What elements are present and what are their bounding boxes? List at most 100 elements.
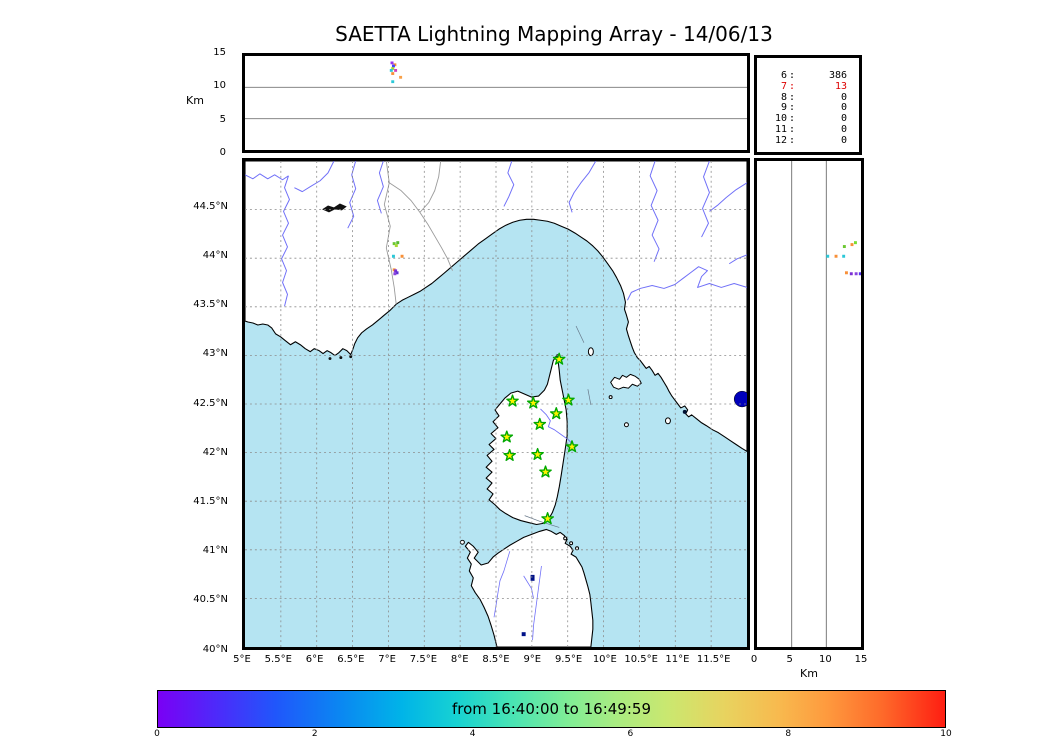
- latitude-tick-label: 40°N: [202, 643, 228, 655]
- station-star: [562, 393, 575, 406]
- altitude-tick-label: 15: [213, 47, 226, 58]
- count-row: 11: 0: [767, 123, 859, 136]
- longitude-tick-label: 7.5°E: [409, 654, 438, 665]
- lightning-point: [389, 69, 393, 72]
- longitude-tick-label: 5°E: [233, 654, 251, 665]
- sardinia-coast: [464, 528, 594, 647]
- map-stations: [500, 352, 579, 525]
- altitude-latitude-plot: [791, 161, 861, 647]
- lightning-point: [394, 244, 398, 248]
- lake-bolsena: [733, 390, 747, 408]
- count-value: 0: [840, 113, 847, 125]
- count-colon: :: [788, 123, 796, 135]
- count-colon: :: [788, 70, 796, 81]
- lightning-point: [391, 72, 395, 75]
- map-panel: [242, 158, 750, 650]
- count-colon: :: [788, 102, 796, 114]
- station-star: [533, 417, 547, 430]
- station-star: [539, 465, 552, 478]
- longitude-tick-label: 5.5°E: [264, 654, 292, 665]
- elba-island: [610, 373, 642, 390]
- longitude-tick-label: 8°E: [450, 654, 469, 665]
- colorbar-ticks: 0 2 4 6 8 10: [154, 729, 952, 741]
- lightning-point: [399, 75, 403, 79]
- source-counts-rows: 6: 386 7: 13 8: 0 9: 0 10: 0 11: 0 12: 0: [757, 58, 859, 147]
- lightning-point: [393, 272, 397, 276]
- longitude-axis-ticks: 5°E 5.5°E 6°E 6.5°E 7°E 7.5°E 8°E 8.5°E 9°E 9.5°E…: [233, 654, 750, 668]
- km-tick-label: 0: [750, 654, 758, 665]
- lake-serre-poncon: [322, 203, 347, 213]
- latitude-tick-label: 44.5°N: [193, 200, 228, 212]
- lake-orbetello: [682, 409, 687, 414]
- count-colon: :: [788, 91, 796, 103]
- station-star: [552, 352, 566, 365]
- pianosa-island: [608, 395, 613, 400]
- lightning-point: [842, 254, 846, 258]
- count-label: 7: [780, 80, 787, 92]
- lightning-point: [826, 254, 830, 258]
- count-label: 9: [780, 102, 787, 114]
- km-tick-label: 10: [818, 654, 832, 665]
- count-row: 9: 0: [767, 103, 859, 114]
- lightning-point: [834, 254, 838, 258]
- lightning-point: [391, 80, 395, 84]
- longitude-tick-label: 6.5°E: [337, 654, 365, 665]
- km-tick-label: 5: [786, 654, 793, 665]
- lake-coghinas: [530, 574, 535, 581]
- mainland-coast: [245, 161, 747, 452]
- corsica-coast: [485, 354, 568, 526]
- landmasses: [245, 161, 747, 647]
- asinara-island: [459, 539, 465, 545]
- lightning-point: [400, 254, 404, 258]
- lightning-point: [858, 272, 861, 276]
- latitude-tick-label: 44°N: [202, 249, 228, 261]
- station-star: [565, 440, 579, 453]
- station-star: [531, 447, 544, 461]
- count-row: 8: 0: [767, 91, 859, 104]
- station-star: [541, 512, 555, 525]
- altitude-tick-label: 5: [219, 113, 226, 125]
- rivers: [245, 161, 747, 641]
- longitude-tick-label: 11.5°E: [696, 654, 731, 665]
- longitude-tick-label: 9°E: [523, 654, 542, 665]
- longitude-tick-label: 9.5°E: [554, 654, 583, 665]
- lightning-point: [854, 272, 858, 276]
- count-label: 11: [774, 123, 787, 135]
- count-row: 10: 0: [767, 113, 859, 125]
- lake-sardinia-2: [521, 632, 526, 637]
- count-colon: :: [788, 134, 796, 146]
- colorbar-tick-label: 6: [627, 729, 634, 739]
- lightning-point: [853, 241, 857, 245]
- lightning-point: [842, 245, 846, 249]
- count-label: 8: [780, 91, 787, 103]
- km-tick-label: 15: [854, 654, 868, 665]
- count-value: 13: [834, 80, 847, 92]
- count-label: 12: [774, 134, 787, 146]
- lightning-point: [391, 67, 395, 70]
- count-value: 386: [828, 70, 847, 81]
- latitude-axis-ticks: 44.5°N 44°N 43.5°N 43°N 42.5°N 42°N 41.5°N 41°N…: [162, 158, 234, 655]
- count-label: 10: [774, 113, 787, 125]
- colorbar-tick-label: 2: [311, 729, 318, 739]
- count-row: 12: 0: [767, 134, 859, 147]
- map-lightning-points: [391, 241, 404, 276]
- station-star: [506, 394, 519, 407]
- montecristo-island: [623, 422, 629, 428]
- figure-title: SAETTA Lightning Mapping Array - 14/06/1…: [335, 22, 773, 46]
- colorbar-tick-label: 4: [469, 729, 476, 739]
- latitude-tick-label: 42.5°N: [193, 397, 228, 409]
- sea-route-lines: [524, 325, 592, 528]
- giglio-island: [664, 417, 671, 425]
- maddalena-islet-3: [575, 546, 580, 551]
- station-star: [500, 430, 514, 443]
- count-row: 6: 386: [767, 70, 859, 82]
- km-axis-label: Km: [800, 667, 818, 680]
- altitude-axis-label: Km: [186, 94, 204, 107]
- lightning-point: [849, 272, 853, 276]
- time-colorbar: from 16:40:00 to 16:49:59: [157, 690, 946, 728]
- lakes: [322, 203, 747, 637]
- colorbar-tick-label: 8: [785, 729, 792, 739]
- capraia-island: [587, 347, 594, 357]
- count-value: 0: [840, 134, 847, 146]
